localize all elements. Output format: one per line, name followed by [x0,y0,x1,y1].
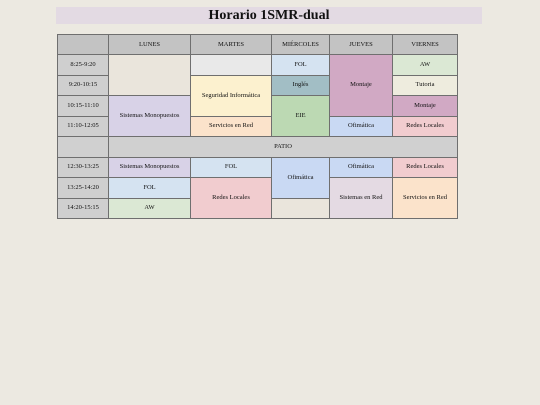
class-cell: Ofimática [329,156,393,178]
table-row: 9:20-10:15 Seguridad Informática Inglés … [57,74,458,117]
class-cell: Inglés [271,74,330,96]
class-cell: Ofimática [329,115,393,137]
class-cell: FOL [271,54,330,76]
time-slot: 14:20-15:15 [57,197,109,219]
header-row: LUNES MARTES MIÉRCOLES JUEVES VIERNES [57,34,458,55]
time-slot: 12:30-13:25 [57,156,109,178]
table-row: 14:20-15:15 AW [57,197,458,219]
class-cell: FOL [108,177,191,199]
header-corner [57,34,109,55]
class-cell: Redes Locales [392,115,458,137]
class-cell: Seguridad Informática [190,74,272,117]
class-cell: AW [108,197,191,219]
class-cell: Servicios en Red [190,115,272,137]
time-slot: 10:15-11:10 [57,95,109,117]
empty-cell [190,54,272,76]
class-cell: Sistemas Monopuestos [108,156,191,178]
class-cell: Ofimática [271,156,330,199]
empty-cell [108,54,191,96]
class-cell: Montaje [392,95,458,117]
table-row: 12:30-13:25 Sistemas Monopuestos FOL Ofi… [57,156,458,199]
class-cell: Sistemas en Red [329,177,393,219]
header-martes: MARTES [190,34,272,55]
time-slot: 8:25-9:20 [57,54,109,76]
class-cell: Servicios en Red [392,177,458,219]
table-row: 8:25-9:20 FOL Montaje AW [57,54,458,117]
header-lunes: LUNES [108,34,191,55]
class-cell: Sistemas Monopuestos [108,95,191,137]
page-title: Horario 1SMR-dual [208,8,330,23]
class-cell: Redes Locales [190,177,272,219]
patio-time-cell [57,136,109,158]
header-viernes: VIERNES [392,34,458,55]
patio-label: PATIO [108,136,458,158]
class-cell: Tutoria [392,74,458,96]
header-miercoles: MIÉRCOLES [271,34,330,55]
header-jueves: JUEVES [329,34,393,55]
class-cell: AW [392,54,458,76]
class-cell: Redes Locales [392,156,458,178]
schedule-table: LUNES MARTES MIÉRCOLES JUEVES VIERNES 8:… [57,34,458,219]
title-bar: Horario 1SMR-dual [56,7,482,24]
class-cell: FOL [190,156,272,178]
patio-row: PATIO [57,136,458,158]
time-slot: 13:25-14:20 [57,177,109,199]
class-cell: Montaje [329,54,393,117]
table-row: 13:25-14:20 FOL Redes Locales Sistemas e… [57,177,458,219]
class-cell: EIE [271,95,330,137]
time-slot: 9:20-10:15 [57,74,109,96]
empty-cell [271,197,330,219]
time-slot: 11:10-12:05 [57,115,109,137]
